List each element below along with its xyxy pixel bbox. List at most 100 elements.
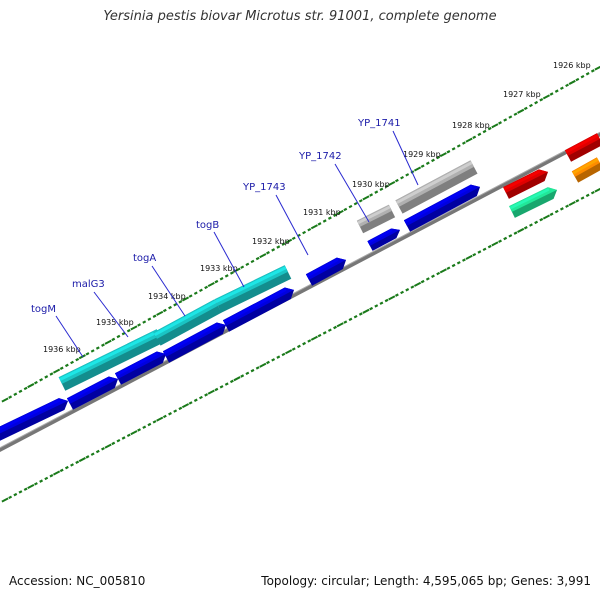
cds-block (222, 287, 294, 332)
lower-tick-mark (379, 301, 384, 305)
upper-tick-mark (413, 166, 422, 172)
lower-tick-mark (101, 447, 105, 451)
lower-tick-mark (193, 398, 198, 402)
upper-tick-mark (245, 262, 250, 267)
lower-tick-mark (539, 217, 544, 222)
genes-value: 3,991 (556, 574, 591, 588)
upper-tick-mark (498, 121, 502, 125)
lower-tick-mark (446, 266, 451, 270)
lower-tick-mark (565, 204, 569, 208)
cds-block-highlight (222, 287, 294, 326)
lower-tick-mark (436, 271, 441, 276)
lower-tick-mark (472, 252, 477, 257)
upper-tick-mark (255, 256, 260, 261)
cds-block (403, 184, 480, 232)
upper-tick-mark (49, 372, 54, 376)
genome-backbone (0, 131, 600, 453)
lower-tick-mark (162, 414, 167, 419)
upper-tick-mark (565, 83, 569, 88)
lower-tick-mark (245, 371, 250, 376)
kbp-label: 1932 kbp (252, 237, 290, 246)
lower-tick-mark (219, 385, 224, 389)
upper-tick-mark (162, 308, 167, 313)
lower-tick-mark (224, 382, 229, 386)
lower-tick-mark (240, 374, 245, 378)
upper-tick-mark (90, 349, 95, 353)
cds-block-highlight (162, 322, 226, 357)
upper-tick-mark (534, 100, 539, 105)
lower-tick-mark (59, 468, 64, 473)
lower-tick-mark (482, 247, 487, 252)
upper-tick-mark (554, 89, 559, 93)
lower-tick-mark (462, 258, 466, 262)
lower-tick-mark (362, 308, 370, 314)
upper-tick-mark (503, 118, 508, 122)
upper-tick-mark (425, 161, 430, 165)
lower-tick-mark (285, 349, 293, 355)
gene-block-red (503, 169, 548, 199)
upper-tick-mark (439, 152, 447, 158)
upper-tick-mark (147, 317, 152, 321)
gene-block-mint (509, 187, 557, 218)
cds-block-shine (223, 288, 287, 324)
lower-tick-mark (477, 250, 482, 254)
lower-tick-mark (534, 220, 539, 225)
cds-block-highlight (403, 184, 480, 226)
lower-tick-mark (229, 379, 234, 384)
lower-tick-mark (369, 306, 374, 311)
kbp-label: 1936 kbp (43, 345, 81, 354)
upper-tick-mark (384, 184, 389, 189)
lower-tick-mark (302, 341, 307, 346)
gene-block-YP_1741-shine (396, 161, 473, 205)
lower-tick-mark (405, 288, 410, 292)
upper-tick-mark (539, 98, 544, 102)
lower-tick-mark (173, 409, 178, 413)
gene-label: YP_1742 (298, 151, 342, 162)
lower-tick-mark (590, 190, 595, 195)
upper-tick-mark (336, 209, 344, 215)
lower-tick-mark (498, 239, 502, 243)
lower-tick-mark (204, 393, 209, 397)
upper-tick-mark (207, 282, 215, 288)
lower-tick-mark (575, 199, 580, 203)
lower-tick-mark (281, 352, 286, 357)
length-label: Length: (373, 574, 420, 588)
lower-tick-mark (508, 234, 513, 238)
lower-tick-mark (44, 476, 49, 481)
upper-tick-mark (259, 253, 267, 259)
lower-tick-mark (568, 200, 576, 206)
gene-block-togM-shine (59, 330, 159, 381)
upper-tick-mark (193, 291, 198, 295)
gene-label: togM (31, 304, 56, 315)
lower-tick-mark (523, 226, 528, 230)
lower-tick-mark (266, 360, 270, 365)
lower-tick-mark (130, 430, 138, 436)
lower-tick-mark (559, 207, 564, 211)
upper-tick-mark (95, 346, 100, 350)
lower-tick-mark (310, 335, 318, 341)
lower-tick-mark (420, 279, 425, 284)
upper-tick-mark (126, 328, 131, 333)
gene-label: togB (196, 220, 219, 231)
upper-tick-mark (529, 103, 533, 108)
upper-tick-mark (465, 137, 473, 143)
lower-tick-mark (152, 420, 157, 424)
lower-tick-mark (147, 422, 152, 427)
upper-tick-mark (388, 180, 396, 186)
upper-tick-mark (379, 187, 384, 191)
backbone-line (0, 131, 600, 453)
lower-tick-mark (513, 231, 518, 235)
lower-tick-mark (85, 455, 90, 459)
lower-tick-mark (49, 474, 54, 478)
lower-tick-mark (410, 285, 415, 289)
lower-tick-mark (121, 436, 126, 440)
upper-tick-mark (152, 314, 157, 318)
kbp-label: 1926 kbp (553, 61, 591, 70)
gene-block-mint-shine (509, 188, 550, 210)
lower-tick-mark (358, 312, 363, 316)
lower-tick-track (1, 187, 600, 503)
gene-block-togB-shine (215, 266, 287, 303)
upper-tick-mark (199, 288, 203, 293)
upper-tick-mark (156, 310, 164, 316)
